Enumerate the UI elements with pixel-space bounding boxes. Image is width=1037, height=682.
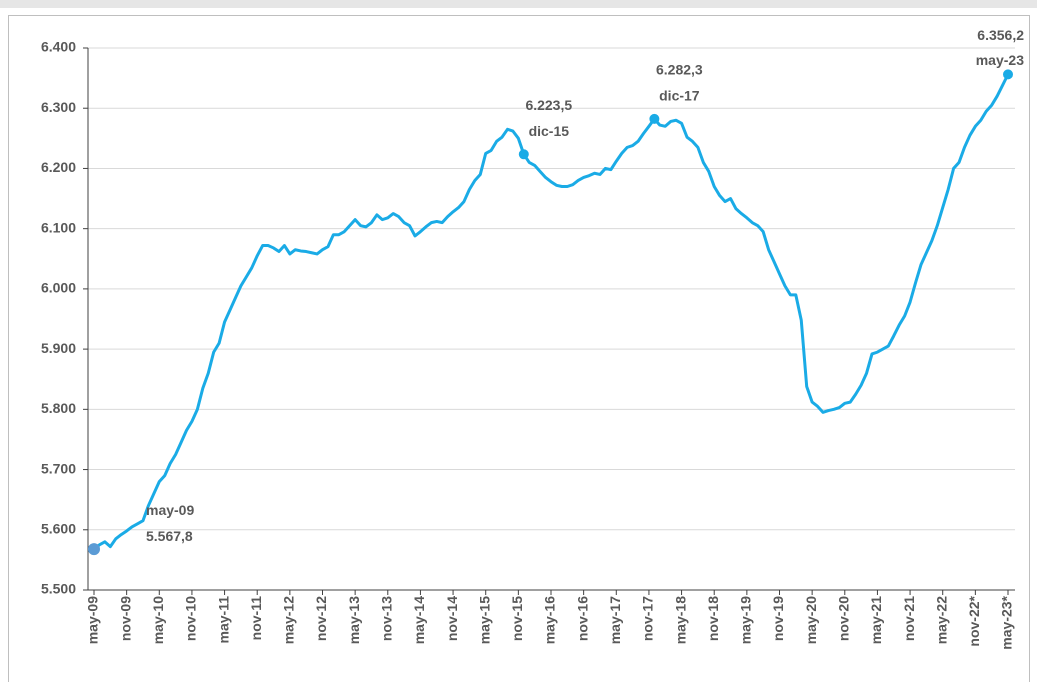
- x-tick-label: nov-15: [509, 596, 525, 641]
- y-tick-label: 5.800: [41, 400, 76, 416]
- value-label: 6.356,2: [977, 27, 1024, 43]
- x-tick-label: may-17: [607, 596, 623, 644]
- value-label: 6.282,3: [656, 62, 703, 78]
- y-tick-label: 6.000: [41, 280, 76, 296]
- x-tick-label: nov-11: [248, 596, 264, 641]
- point-marker: [88, 543, 100, 556]
- y-tick-label: 6.200: [41, 159, 76, 175]
- date-label: may-09: [146, 502, 194, 518]
- y-tick-label: 5.900: [41, 340, 76, 356]
- x-tick-label: may-12: [281, 596, 297, 644]
- x-tick-label: nov-17: [640, 596, 656, 641]
- date-label: may-23: [976, 52, 1024, 68]
- y-tick-label: 5.700: [41, 460, 76, 476]
- x-tick-label: nov-09: [117, 596, 133, 641]
- y-tick-label: 6.100: [41, 219, 76, 235]
- x-tick-label: nov-10: [183, 596, 199, 641]
- x-tick-label: nov-18: [705, 596, 721, 641]
- x-tick-label: may-13: [346, 596, 362, 644]
- top-bar: [0, 0, 1037, 8]
- date-label: dic-15: [529, 123, 570, 139]
- x-tick-label: may-09: [85, 596, 101, 644]
- x-tick-label: may-10: [150, 596, 166, 644]
- x-tick-label: nov-14: [444, 596, 460, 641]
- x-tick-label: nov-20: [835, 596, 851, 641]
- x-tick-label: may-15: [476, 596, 492, 644]
- y-tick-label: 6.300: [41, 99, 76, 115]
- x-tick-label: may-21: [868, 596, 884, 644]
- value-label: 6.223,5: [525, 97, 572, 113]
- x-tick-label: nov-21: [901, 596, 917, 641]
- y-tick-label: 5.500: [41, 581, 76, 597]
- x-tick-label: may-20: [803, 596, 819, 644]
- data-line: [93, 73, 1010, 551]
- x-tick-label: nov-12: [313, 596, 329, 641]
- x-tick-label: may-14: [411, 596, 427, 644]
- y-tick-label: 6.400: [41, 39, 76, 55]
- y-tick-label: 5.600: [41, 520, 76, 536]
- point-marker: [518, 149, 529, 160]
- x-tick-label: nov-16: [574, 596, 590, 641]
- date-label: dic-17: [659, 88, 700, 104]
- point-marker: [649, 113, 660, 124]
- point-marker: [1003, 69, 1013, 80]
- x-tick-label: nov-13: [378, 596, 394, 641]
- x-tick-label: may-11: [215, 596, 231, 644]
- x-tick-label: may-18: [672, 596, 688, 644]
- x-tick-label: may-23*: [999, 595, 1015, 649]
- x-tick-label: may-22: [933, 596, 949, 644]
- x-tick-label: nov-19: [770, 596, 786, 641]
- x-tick-label: may-16: [542, 596, 558, 644]
- x-tick-label: nov-22*: [966, 595, 982, 646]
- value-label: 5.567,8: [146, 528, 193, 544]
- x-tick-label: may-19: [738, 596, 754, 644]
